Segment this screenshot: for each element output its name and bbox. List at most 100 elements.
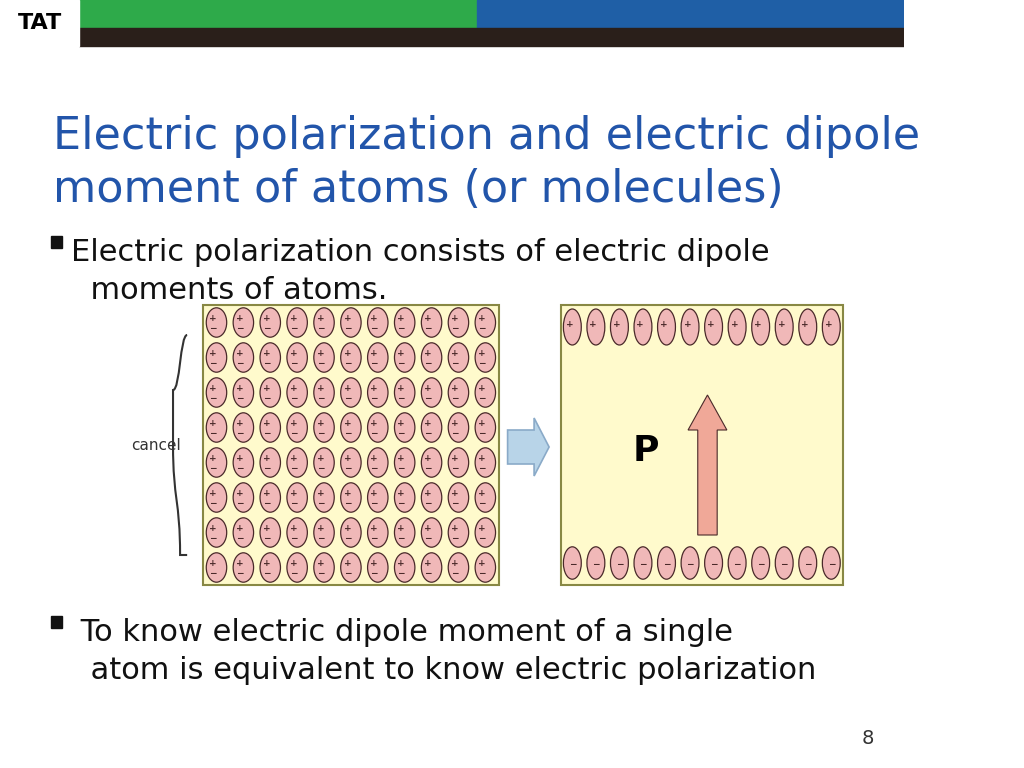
Text: −: − <box>804 561 811 569</box>
Ellipse shape <box>449 308 469 337</box>
Text: −: − <box>397 534 404 542</box>
Text: +: + <box>397 489 404 498</box>
Text: +: + <box>263 525 270 533</box>
Text: −: − <box>263 323 270 333</box>
Ellipse shape <box>475 483 496 512</box>
Text: +: + <box>263 419 270 429</box>
Text: Electric polarization and electric dipole
moment of atoms (or molecules): Electric polarization and electric dipol… <box>53 115 921 211</box>
Text: +: + <box>708 319 715 329</box>
Text: +: + <box>777 319 785 329</box>
Text: +: + <box>451 314 459 323</box>
Ellipse shape <box>421 308 441 337</box>
Ellipse shape <box>475 378 496 407</box>
Bar <box>51 236 61 248</box>
Text: +: + <box>316 525 325 533</box>
Text: −: − <box>371 393 378 402</box>
Ellipse shape <box>260 483 281 512</box>
Ellipse shape <box>449 343 469 372</box>
Text: +: + <box>290 559 297 568</box>
Text: +: + <box>451 489 459 498</box>
Ellipse shape <box>681 547 699 579</box>
Ellipse shape <box>822 547 841 579</box>
Text: +: + <box>209 384 217 393</box>
Ellipse shape <box>368 308 388 337</box>
Text: −: − <box>371 429 378 438</box>
Text: −: − <box>452 359 459 368</box>
Text: −: − <box>344 464 351 472</box>
Ellipse shape <box>610 547 629 579</box>
Text: +: + <box>397 419 404 429</box>
Text: −: − <box>237 534 244 542</box>
Text: +: + <box>316 349 325 359</box>
Text: +: + <box>637 319 644 329</box>
Ellipse shape <box>394 413 415 442</box>
Ellipse shape <box>368 483 388 512</box>
Ellipse shape <box>449 378 469 407</box>
Text: +: + <box>209 349 217 359</box>
Ellipse shape <box>233 483 254 512</box>
Text: −: − <box>452 429 459 438</box>
Text: TAT: TAT <box>17 13 61 33</box>
Text: −: − <box>344 323 351 333</box>
Ellipse shape <box>206 518 226 547</box>
Text: −: − <box>344 534 351 542</box>
Text: +: + <box>209 525 217 533</box>
Text: +: + <box>209 455 217 463</box>
Text: −: − <box>478 429 485 438</box>
Text: −: − <box>780 561 787 569</box>
Ellipse shape <box>421 343 441 372</box>
Text: +: + <box>590 319 597 329</box>
Text: −: − <box>237 323 244 333</box>
Ellipse shape <box>563 309 582 345</box>
Text: −: − <box>733 561 741 569</box>
Ellipse shape <box>394 343 415 372</box>
Text: +: + <box>209 314 217 323</box>
Text: +: + <box>371 384 378 393</box>
Ellipse shape <box>313 483 334 512</box>
Text: +: + <box>613 319 621 329</box>
Text: +: + <box>290 489 297 498</box>
Ellipse shape <box>563 547 582 579</box>
Text: +: + <box>316 419 325 429</box>
Text: −: − <box>478 393 485 402</box>
Ellipse shape <box>287 553 307 582</box>
Ellipse shape <box>260 343 281 372</box>
Ellipse shape <box>475 343 496 372</box>
Ellipse shape <box>394 308 415 337</box>
Text: −: − <box>290 568 297 578</box>
Ellipse shape <box>206 308 226 337</box>
Text: −: − <box>424 429 432 438</box>
Ellipse shape <box>449 553 469 582</box>
Ellipse shape <box>313 308 334 337</box>
Text: −: − <box>397 393 404 402</box>
Text: −: − <box>568 561 577 569</box>
Text: −: − <box>237 393 244 402</box>
Text: +: + <box>290 419 297 429</box>
Text: −: − <box>290 464 297 472</box>
Ellipse shape <box>260 553 281 582</box>
Ellipse shape <box>610 309 629 345</box>
Text: +: + <box>451 419 459 429</box>
Ellipse shape <box>394 378 415 407</box>
Ellipse shape <box>341 308 361 337</box>
Ellipse shape <box>449 483 469 512</box>
Ellipse shape <box>657 309 676 345</box>
Ellipse shape <box>681 309 699 345</box>
Text: +: + <box>290 384 297 393</box>
Text: −: − <box>344 429 351 438</box>
Ellipse shape <box>475 448 496 477</box>
Text: +: + <box>371 489 378 498</box>
Text: +: + <box>397 314 404 323</box>
Text: +: + <box>478 419 485 429</box>
Ellipse shape <box>287 518 307 547</box>
Ellipse shape <box>341 448 361 477</box>
Ellipse shape <box>206 553 226 582</box>
Text: +: + <box>263 455 270 463</box>
Text: +: + <box>684 319 691 329</box>
Text: −: − <box>316 534 325 542</box>
Ellipse shape <box>449 413 469 442</box>
Text: −: − <box>397 323 404 333</box>
Text: −: − <box>344 498 351 508</box>
Text: +: + <box>263 489 270 498</box>
Ellipse shape <box>313 413 334 442</box>
